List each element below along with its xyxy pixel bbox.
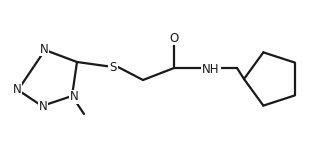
Text: NH: NH bbox=[202, 62, 220, 76]
Text: N: N bbox=[40, 42, 48, 56]
Text: O: O bbox=[169, 32, 179, 44]
Text: S: S bbox=[109, 60, 117, 74]
Text: N: N bbox=[39, 101, 47, 113]
Text: N: N bbox=[70, 90, 78, 104]
Text: N: N bbox=[12, 83, 22, 96]
